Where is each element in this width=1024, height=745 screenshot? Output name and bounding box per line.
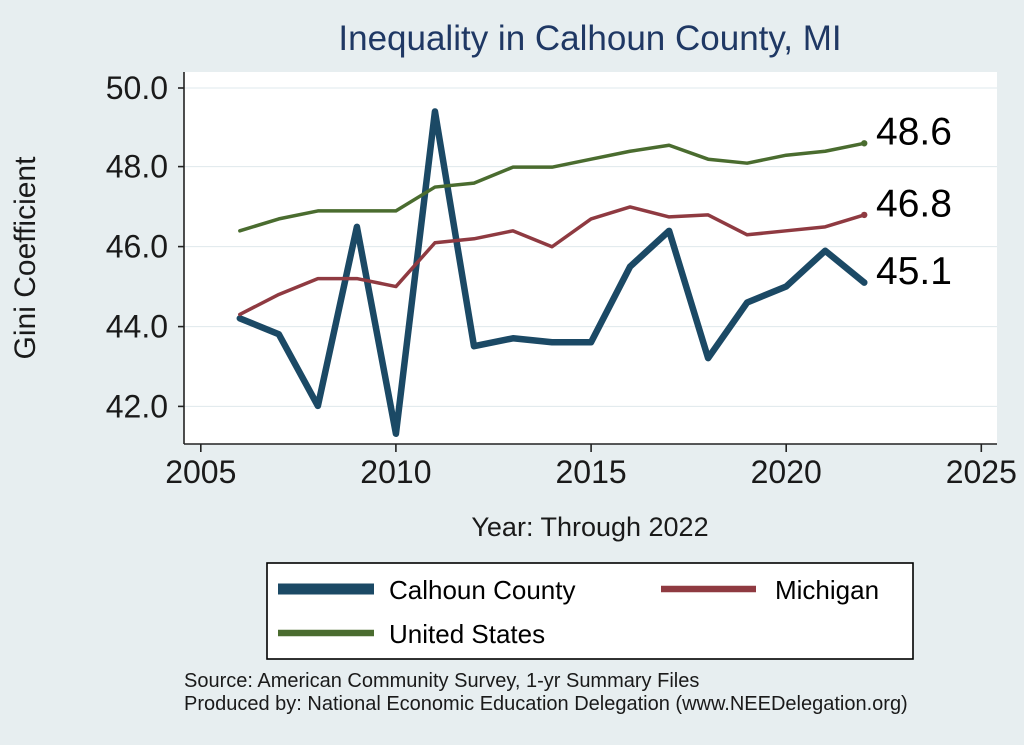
svg-text:Source: American Community Sur: Source: American Community Survey, 1-yr … <box>184 670 699 692</box>
svg-text:2010: 2010 <box>360 454 431 490</box>
svg-text:Year: Through 2022: Year: Through 2022 <box>471 512 708 542</box>
svg-text:Gini Coefficient: Gini Coefficient <box>9 156 42 360</box>
svg-text:Produced by: National Economic: Produced by: National Economic Education… <box>184 693 908 715</box>
svg-text:48.6: 48.6 <box>876 111 952 154</box>
svg-text:48.0: 48.0 <box>106 149 168 185</box>
svg-text:44.0: 44.0 <box>106 309 168 345</box>
svg-text:2015: 2015 <box>556 454 627 490</box>
svg-text:2020: 2020 <box>751 454 822 490</box>
svg-text:50.0: 50.0 <box>106 70 168 106</box>
svg-text:United States: United States <box>389 619 545 649</box>
svg-text:46.8: 46.8 <box>876 182 952 225</box>
svg-text:Calhoun County: Calhoun County <box>389 575 575 605</box>
svg-text:2025: 2025 <box>946 454 1017 490</box>
svg-text:2005: 2005 <box>165 454 236 490</box>
svg-text:Inequality in Calhoun County,: Inequality in Calhoun County, MI <box>338 19 841 58</box>
svg-text:45.1: 45.1 <box>876 250 952 293</box>
svg-text:46.0: 46.0 <box>106 229 168 265</box>
svg-text:Michigan: Michigan <box>775 575 879 605</box>
svg-text:42.0: 42.0 <box>106 388 168 424</box>
